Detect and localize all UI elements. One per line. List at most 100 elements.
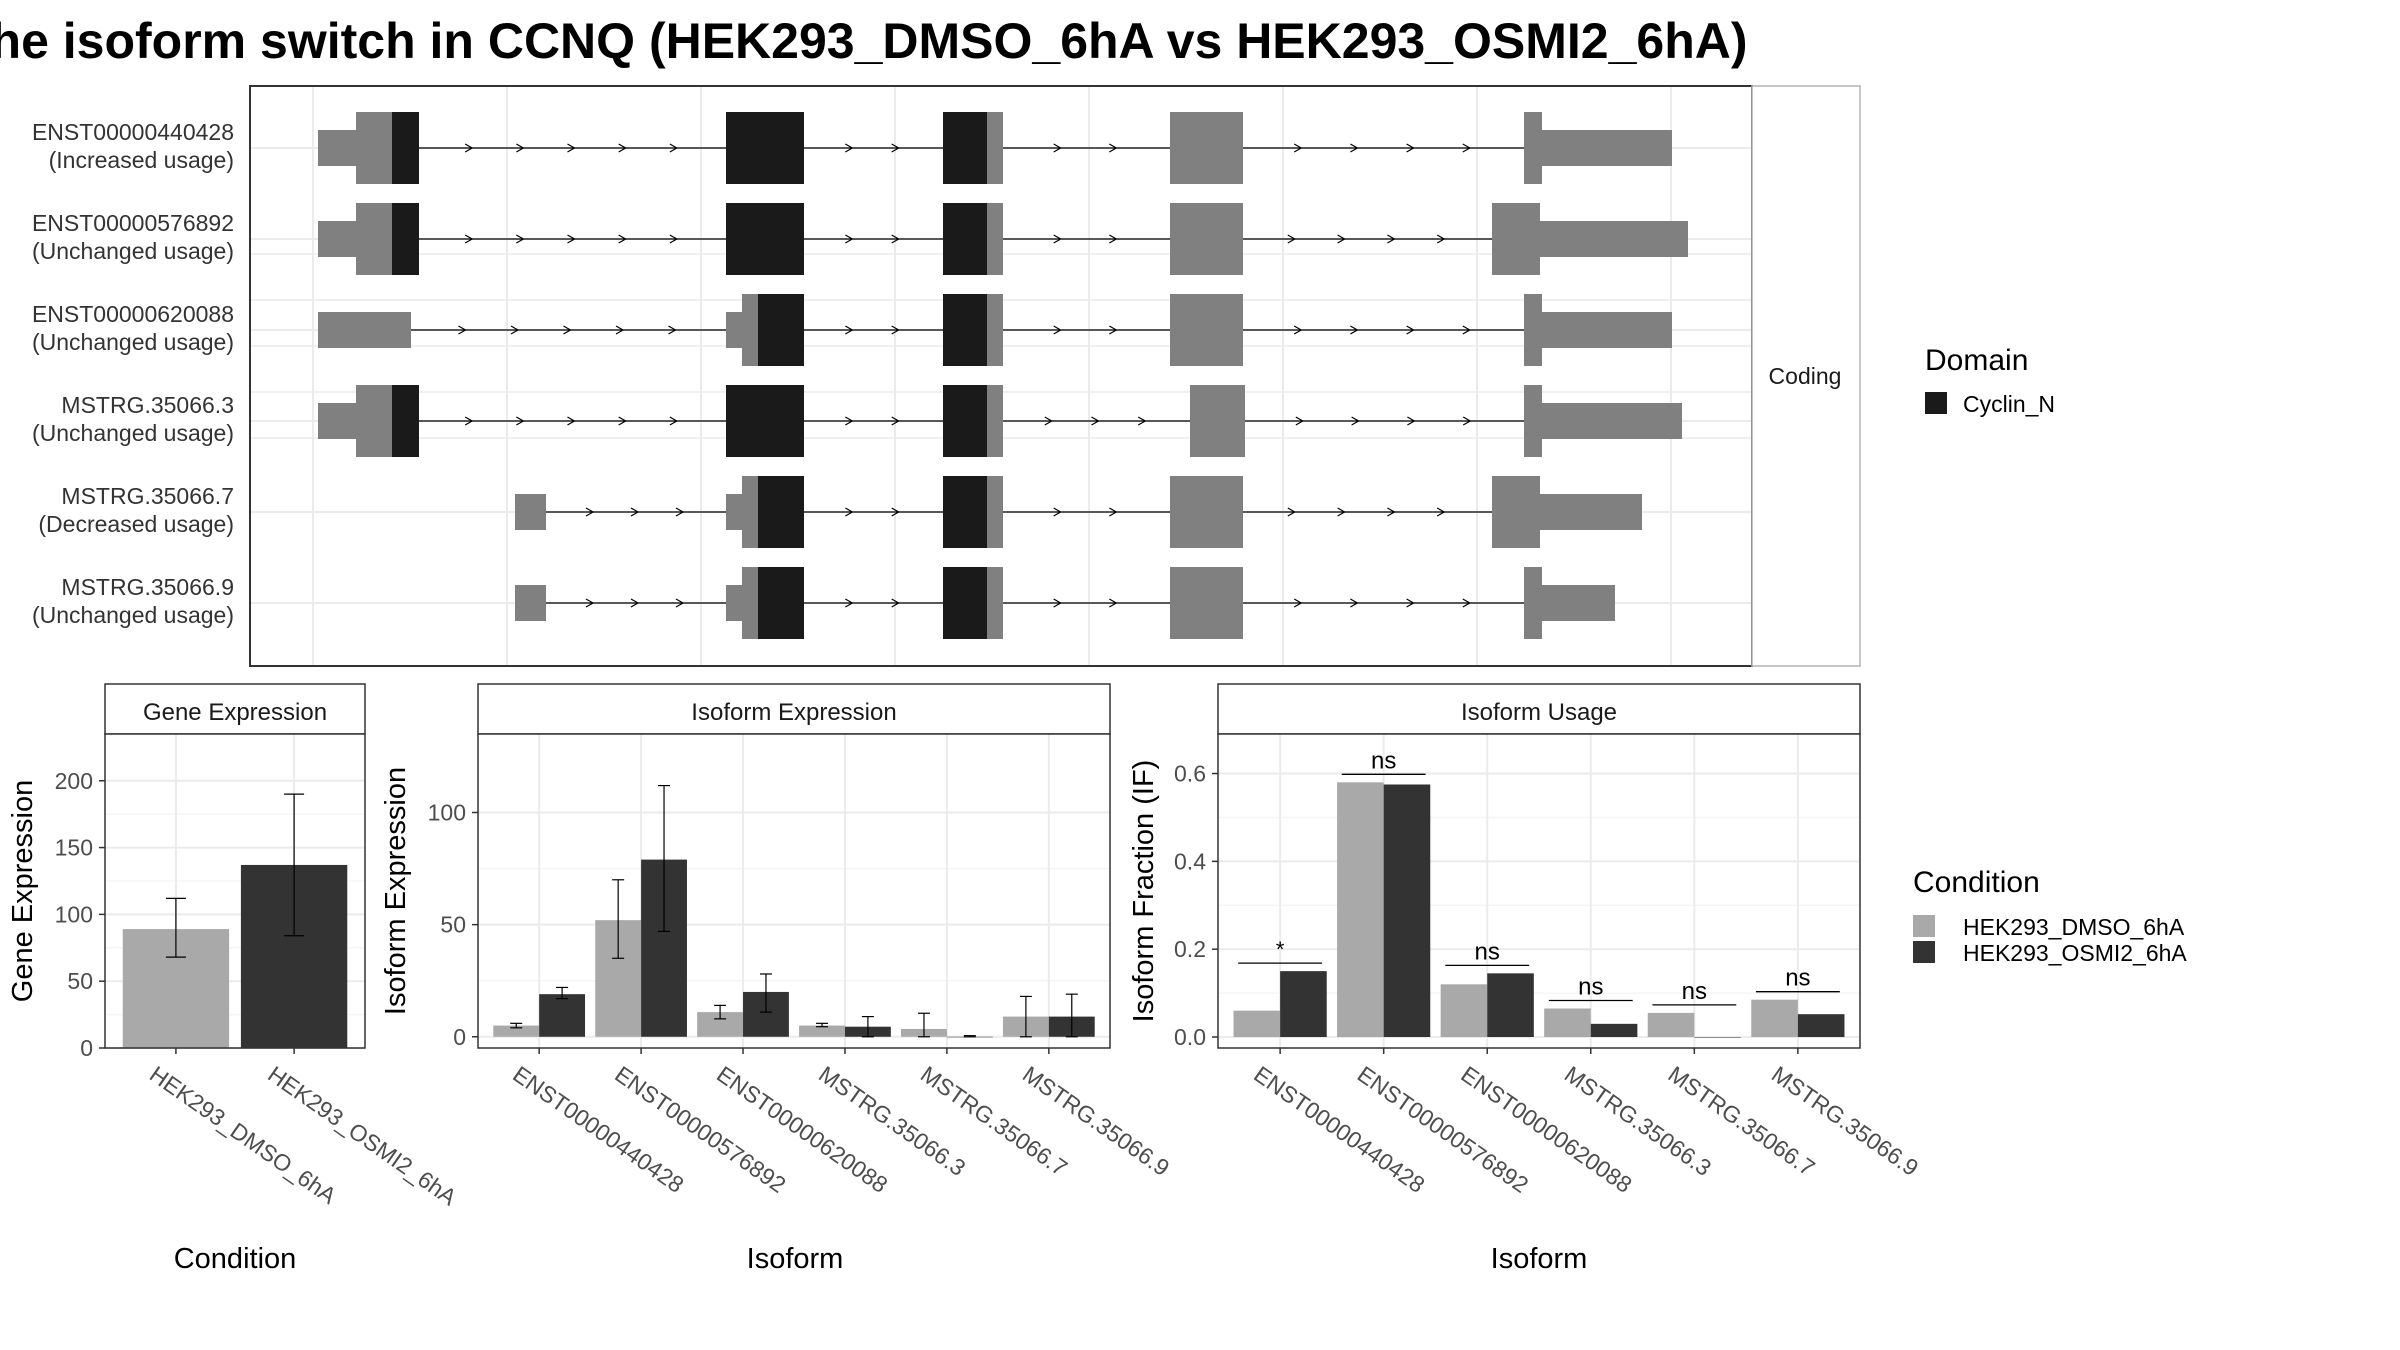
figure-title: The isoform switch in CCNQ (HEK293_DMSO_… — [0, 13, 1748, 69]
panel-strip — [104, 683, 366, 735]
bar — [1647, 1012, 1695, 1038]
exon-block — [515, 585, 546, 621]
y-tick-label: 0.4 — [1174, 848, 1206, 874]
exon-block — [1492, 203, 1540, 275]
intron-direction-arrow — [1295, 416, 1305, 426]
y-tick-label: 50 — [67, 968, 93, 994]
intron-direction-arrow — [1462, 416, 1472, 426]
isoform-usage-label: (Increased usage) — [49, 147, 234, 173]
exon-block — [1524, 112, 1542, 184]
bar-chart-3: Isoform Usage * ns ns ns ns ns 0.0 0.2 0.4 0.6 ENST… — [1128, 683, 1923, 1275]
intron-direction-arrow — [1351, 416, 1360, 426]
intron-direction-arrow — [891, 507, 900, 517]
intron-direction-arrow — [1293, 325, 1303, 335]
significance-label: ns — [1682, 978, 1707, 1005]
facet-strip — [1751, 85, 1861, 667]
cyclin-n-domain-exon — [943, 385, 987, 457]
intron-direction-arrow — [1053, 598, 1062, 608]
intron-direction-arrow — [618, 416, 627, 426]
exon-block — [1190, 385, 1245, 457]
exon-block — [742, 476, 758, 548]
x-tick-label: ENST00000440428 — [508, 1061, 688, 1198]
intron-direction-arrow — [1407, 416, 1416, 426]
exon-block — [1170, 112, 1243, 184]
intron-direction-arrow — [891, 234, 900, 244]
intron-direction-arrow — [891, 143, 900, 153]
cyclin-n-domain-exon — [726, 385, 804, 457]
intron-direction-arrow — [891, 325, 900, 335]
bar — [1797, 1014, 1845, 1038]
intron-direction-arrow — [464, 234, 474, 244]
intron-direction-arrow — [1053, 325, 1062, 335]
condition-legend-label-dmso: HEK293_DMSO_6hA — [1963, 914, 2185, 940]
x-axis-title: Condition — [174, 1243, 297, 1275]
intron-direction-arrow — [1109, 143, 1118, 153]
cyclin-n-domain-exon — [758, 476, 804, 548]
intron-direction-arrow — [845, 598, 854, 608]
intron-direction-arrow — [1109, 234, 1118, 244]
exon-block — [318, 403, 356, 439]
intron-direction-arrow — [516, 234, 525, 244]
exon-block — [726, 585, 742, 621]
significance-label: ns — [1578, 973, 1603, 1000]
intron-direction-arrow — [458, 325, 467, 335]
intron-direction-arrow — [891, 416, 900, 426]
intron-direction-arrow — [464, 143, 474, 153]
intron-direction-arrow — [1406, 143, 1415, 153]
exon-block — [1524, 385, 1542, 457]
exon-block — [1492, 476, 1540, 548]
x-tick-label: ENST00000440428 — [1249, 1061, 1429, 1198]
intron-direction-arrow — [1436, 507, 1446, 517]
intron-direction-arrow — [668, 325, 677, 335]
intron-direction-arrow — [1109, 598, 1118, 608]
intron-direction-arrow — [845, 416, 854, 426]
exon-block — [318, 312, 411, 348]
exon-block — [356, 385, 392, 457]
significance-label: * — [1276, 937, 1285, 962]
intron-direction-arrow — [845, 325, 854, 335]
intron-direction-arrow — [516, 416, 525, 426]
x-tick-label: ENST00000620088 — [712, 1061, 892, 1198]
bar — [1694, 1037, 1741, 1038]
y-tick-label: 150 — [55, 835, 93, 861]
exon-block — [356, 112, 392, 184]
intron-direction-arrow — [1287, 234, 1297, 244]
exon-block — [1524, 567, 1542, 639]
bar — [1383, 784, 1431, 1038]
exon-block — [987, 567, 1003, 639]
cyclin-n-domain-exon — [943, 567, 987, 639]
cyclin-n-domain-exon — [392, 112, 419, 184]
domain-legend-title: Domain — [1925, 344, 2028, 377]
exon-block — [1540, 221, 1688, 257]
cyclin-n-domain-exon — [943, 203, 987, 275]
exon-block — [987, 294, 1003, 366]
domain-legend: Domain Cyclin_N — [1925, 344, 2055, 417]
y-axis-title: Isoform Fraction (IF) — [1128, 760, 1160, 1023]
intron-direction-arrow — [1436, 234, 1446, 244]
isoform-usage-label: (Decreased usage) — [38, 511, 234, 537]
intron-direction-arrow — [618, 143, 627, 153]
x-axis-title: Isoform — [1491, 1243, 1588, 1275]
y-axis-title: Isoform Expression — [380, 767, 412, 1015]
x-tick-label: ENST00000576892 — [1353, 1061, 1533, 1198]
exon-block — [1170, 294, 1243, 366]
bar — [1590, 1023, 1638, 1038]
domain-legend-key-cyclin-n — [1925, 392, 1947, 414]
significance-label: ns — [1785, 965, 1810, 992]
exon-block — [742, 294, 758, 366]
intron-direction-arrow — [669, 143, 679, 153]
bar — [1544, 1008, 1591, 1038]
exon-block — [356, 203, 392, 275]
isoform-usage-label: (Unchanged usage) — [32, 238, 234, 264]
intron-direction-arrow — [1091, 416, 1100, 426]
intron-direction-arrow — [1387, 507, 1396, 517]
bar — [1280, 971, 1327, 1038]
exon-block — [515, 494, 546, 530]
bar — [539, 994, 586, 1037]
intron-direction-arrow — [1053, 234, 1062, 244]
bar — [1233, 1010, 1281, 1038]
exon-block — [1542, 312, 1672, 348]
intron-direction-arrow — [1044, 416, 1053, 426]
x-axis-title: Isoform — [747, 1243, 844, 1275]
